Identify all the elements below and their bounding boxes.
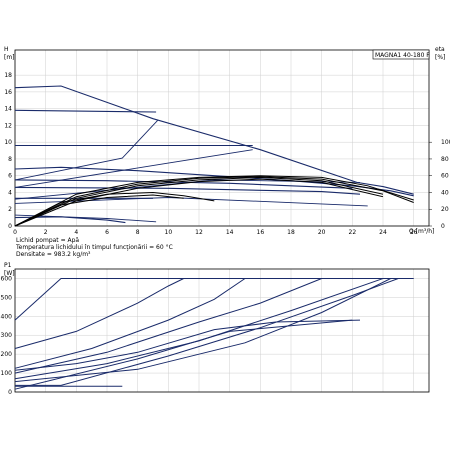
- eta-axis-unit: [%]: [435, 54, 445, 61]
- head-x-tick-label: 24: [379, 229, 387, 236]
- head-x-tick-label: 0: [13, 229, 17, 236]
- head-x-tick-label: 12: [195, 229, 203, 236]
- model-box: [372, 49, 430, 60]
- note-density: Densitate = 983.2 kg/m³: [16, 251, 91, 258]
- head-x-tick-label: 4: [74, 229, 78, 236]
- power-curve: [14, 278, 246, 369]
- power-axis-label-p: P1: [4, 262, 12, 269]
- power-y-tick-label: 0: [8, 389, 12, 396]
- head-y-tick-label: 8: [8, 156, 12, 163]
- head-curve: [14, 85, 414, 195]
- head-curve: [14, 179, 353, 189]
- head-y-tick-label: 2: [8, 206, 12, 213]
- head-y-tick-label: 14: [4, 106, 12, 113]
- head-x-tick-label: 14: [226, 229, 234, 236]
- system-curve: [14, 214, 157, 223]
- eta-y-tick-label: 0: [441, 223, 445, 230]
- head-axis-label-h: H: [4, 46, 9, 53]
- power-chart-frame: [14, 268, 430, 393]
- eta-y-tick-label: 80: [441, 156, 449, 163]
- power-y-tick-label: 300: [1, 332, 13, 339]
- head-x-tick-label: 2: [44, 229, 48, 236]
- head-y-tick-label: 4: [8, 189, 12, 196]
- efficiency-curve: [14, 194, 184, 227]
- head-x-tick-label: 10: [165, 229, 173, 236]
- power-axis-label-unit: [W]: [4, 270, 15, 277]
- efficiency-curve: [14, 176, 384, 227]
- flow-axis-label: Q [m³/h]: [409, 228, 434, 235]
- head-curve: [14, 109, 157, 113]
- efficiency-curve: [14, 175, 414, 227]
- head-y-tick-label: 12: [4, 122, 12, 129]
- efficiency-curve: [14, 178, 384, 227]
- efficiency-curve: [14, 176, 414, 227]
- head-y-tick-label: 10: [4, 139, 12, 146]
- power-y-tick-label: 600: [1, 275, 13, 282]
- eta-axis-label: eta: [435, 46, 445, 53]
- power-curve: [14, 278, 391, 383]
- power-curve: [14, 319, 353, 390]
- power-y-tick-label: 100: [1, 370, 13, 377]
- head-x-tick-label: 16: [257, 229, 265, 236]
- head-x-tick-label: 6: [105, 229, 109, 236]
- eta-y-tick-label: 100: [441, 139, 450, 146]
- efficiency-curve: [14, 191, 215, 227]
- head-y-tick-label: 0: [8, 223, 12, 230]
- power-chart-curves: [14, 278, 414, 390]
- head-x-tick-label: 18: [287, 229, 295, 236]
- eta-y-tick-label: 60: [441, 173, 449, 180]
- head-y-tick-label: 6: [8, 173, 12, 180]
- head-y-tick-label: 16: [4, 89, 12, 96]
- head-chart-curves: [14, 85, 414, 227]
- head-chart-ticks: 0 2 4 6 8 10 12 14 16 18 20 22 24 2602468101214161802…: [4, 72, 450, 236]
- note-fluid: Lichid pompat = Apă: [16, 237, 79, 244]
- power-curve: [14, 278, 322, 374]
- power-y-tick-label: 200: [1, 351, 13, 358]
- head-chart-frame: [14, 49, 430, 227]
- power-y-tick-label: 500: [1, 294, 13, 301]
- power-curve: [14, 278, 184, 349]
- power-curve: [14, 319, 361, 371]
- power-curve: [14, 278, 414, 321]
- system-curve: [14, 120, 158, 181]
- head-x-tick-label: 8: [136, 229, 140, 236]
- note-temperature: Temperatura lichidului în timpul funcţio…: [15, 244, 173, 251]
- power-curve: [15, 278, 399, 386]
- head-axis-label-unit: [m]: [4, 54, 15, 61]
- head-x-tick-label: 20: [318, 229, 326, 236]
- eta-y-tick-label: 40: [441, 189, 449, 196]
- eta-y-tick-label: 20: [441, 206, 449, 213]
- system-curve: [14, 149, 253, 188]
- head-x-tick-label: 22: [349, 229, 357, 236]
- head-y-tick-label: 18: [4, 72, 12, 79]
- chart-title: MAGNA1 40-180 F: [375, 52, 430, 59]
- head-curve: [14, 216, 126, 224]
- head-x-tick-label: 26: [410, 229, 418, 236]
- power-y-tick-label: 400: [1, 313, 13, 320]
- power-chart-ticks: 0 100 200 300 400 500 600: [1, 275, 13, 396]
- head-curve: [14, 186, 361, 195]
